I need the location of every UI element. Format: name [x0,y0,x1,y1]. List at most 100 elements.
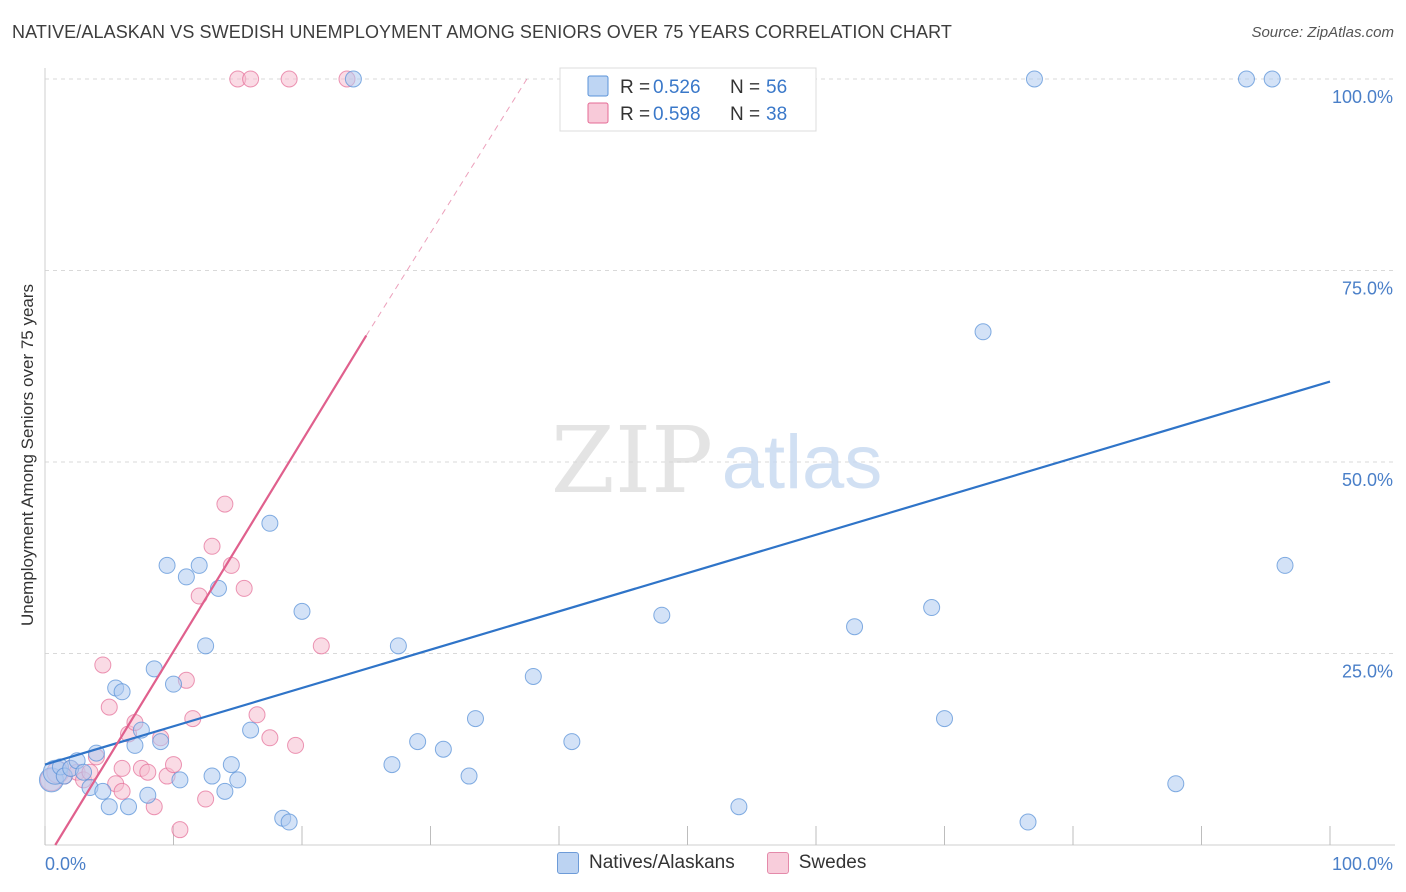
watermark: ZIP atlas [551,407,882,514]
bottom-legend: Natives/Alaskans Swedes [557,852,898,874]
natives-point [222,756,240,774]
natives-point [203,767,221,785]
swedes-point [113,782,131,800]
swedes-point [94,656,112,674]
natives-point [1019,813,1037,831]
trend-lines [44,78,1331,846]
natives-point [434,740,452,758]
natives-point [158,556,176,574]
stats-text: R = [620,104,650,125]
x-tick-labels: 0.0% 100.0% [45,854,1393,874]
stats-text: N = [730,77,760,98]
watermark-zip: ZIP [551,407,713,514]
swedes-point [312,637,330,655]
source-credit: Source: ZipAtlas.com [1251,24,1394,41]
legend-swatch-swedes [766,852,789,874]
natives-point [197,637,215,655]
stats-text: N = [730,104,760,125]
natives-point [94,782,112,800]
y-tick-labels: 25.0% 50.0% 75.0% 100.0% [1332,87,1393,682]
natives-point [344,70,362,88]
swedes-point [280,70,298,88]
natives-trend-line [44,380,1331,766]
swedes-point [139,763,157,781]
stats-text: R = [620,77,650,98]
legend-swatch-natives [557,852,579,874]
natives-point [466,710,484,728]
y-tick-label: 100.0% [1332,87,1393,107]
swedes-trend-extension [365,78,528,336]
swedes-point [242,70,260,88]
natives-point [75,763,93,781]
stats-text: 56 [766,77,787,98]
natives-point [280,813,298,831]
x-tick-label: 0.0% [45,854,86,874]
natives-point [936,710,953,728]
swedes-point [261,729,279,747]
natives-point [846,618,864,636]
stats-swatch [587,75,609,97]
natives-point [139,786,157,804]
swedes-point [197,790,215,808]
swedes-point [100,698,118,716]
natives-point [242,721,260,739]
y-tick-label: 50.0% [1342,470,1393,490]
natives-point [409,733,427,751]
swedes-point [203,537,221,555]
stats-swatch [587,102,609,124]
natives-point [100,798,118,816]
swedes-points [39,70,356,839]
gridlines [45,78,1395,654]
natives-point [923,599,941,617]
natives-point [460,767,478,785]
legend-label-swedes: Swedes [798,852,867,873]
natives-points [38,70,1294,831]
natives-point [190,556,208,574]
natives-point [152,733,170,751]
natives-point [293,602,311,620]
natives-point [171,771,189,789]
natives-point [177,568,195,586]
natives-point [1276,556,1294,574]
natives-point [524,667,542,685]
chart-title: NATIVE/ALASKAN VS SWEDISH UNEMPLOYMENT A… [12,22,952,42]
natives-point [229,771,247,789]
stats-text: 38 [766,104,787,125]
swedes-trend-line [54,335,368,846]
y-tick-label: 25.0% [1342,662,1393,682]
swedes-point [113,759,131,777]
legend-item-swedes[interactable]: Swedes [766,852,867,874]
natives-point [383,756,401,774]
swedes-point [165,756,182,774]
stats-text: 0.526 [653,77,701,98]
stats-text: 0.598 [653,104,701,125]
y-axis-label: Unemployment Among Seniors over 75 years [18,284,37,626]
x-tick-label: 100.0% [1332,854,1393,874]
natives-point [1237,70,1255,88]
natives-point [389,637,407,655]
legend-item-natives[interactable]: Natives/Alaskans [557,852,735,874]
natives-point [563,733,581,751]
swedes-point [287,736,305,754]
natives-point [165,675,182,693]
natives-point [730,798,748,816]
natives-point [974,323,992,341]
natives-point [1167,775,1185,793]
swedes-point [216,495,234,513]
swedes-point [248,706,266,724]
swedes-point [171,821,189,839]
natives-point [120,798,138,816]
natives-point [1263,70,1281,88]
natives-point [261,514,279,532]
watermark-atlas: atlas [722,420,883,505]
swedes-point [235,579,253,597]
stats-legend: R = 0.526 N = 56 R = 0.598 N = 38 [559,67,817,132]
natives-point [653,606,671,624]
axes [44,68,1395,846]
natives-point [1025,70,1043,88]
y-tick-label: 75.0% [1342,279,1393,299]
natives-point [216,782,234,800]
natives-point [113,683,131,701]
legend-label-natives: Natives/Alaskans [589,852,735,873]
